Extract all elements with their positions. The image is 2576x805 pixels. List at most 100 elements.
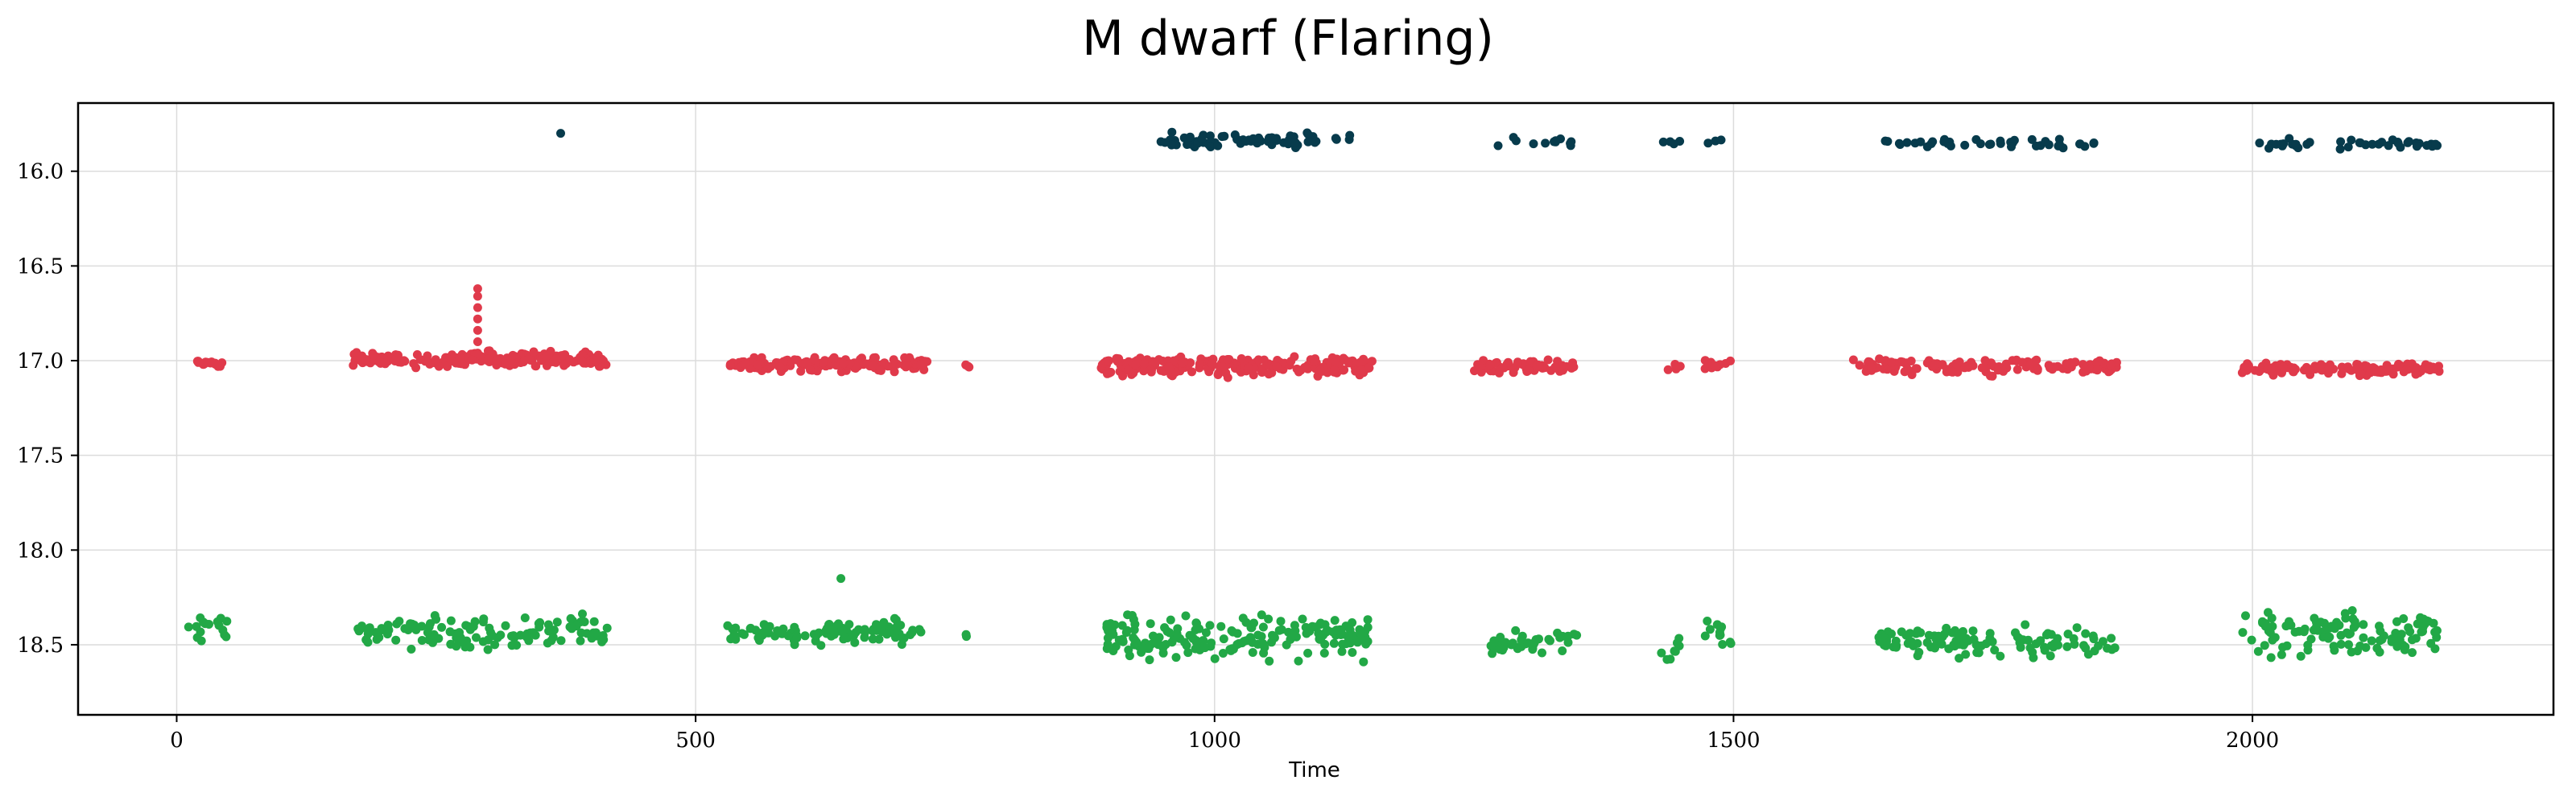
data-point — [1975, 139, 1985, 149]
data-point — [2063, 630, 2073, 639]
data-point — [501, 621, 510, 630]
data-point — [1112, 355, 1121, 365]
data-point — [2247, 635, 2256, 645]
data-point — [2422, 141, 2432, 151]
data-point — [1265, 656, 1274, 666]
data-point — [1234, 639, 1244, 648]
data-point — [792, 634, 802, 642]
data-point — [2285, 134, 2294, 143]
data-point — [1166, 615, 1175, 625]
data-point — [890, 630, 899, 639]
data-point — [2033, 365, 2042, 374]
y-tick-label: 18.5 — [17, 634, 64, 658]
data-point — [1511, 625, 1521, 635]
data-point — [1330, 365, 1340, 374]
data-point — [2072, 623, 2082, 633]
data-point — [2309, 625, 2318, 635]
data-point — [2423, 617, 2433, 626]
data-point — [2324, 362, 2334, 372]
data-point — [361, 635, 371, 645]
flare-point — [473, 349, 482, 358]
data-point — [1969, 634, 1979, 644]
data-point — [1294, 656, 1303, 666]
data-point — [2368, 139, 2377, 149]
data-point — [484, 354, 493, 364]
data-point — [1892, 641, 1901, 650]
data-point — [535, 617, 545, 627]
data-point — [1716, 135, 1726, 145]
data-point — [1355, 358, 1364, 368]
data-point — [407, 644, 416, 654]
y-tick-label: 16.5 — [17, 254, 64, 279]
data-point — [1301, 622, 1311, 632]
data-point — [1558, 646, 1567, 655]
data-point — [2255, 138, 2264, 148]
data-point — [854, 625, 864, 634]
data-point — [1569, 362, 1579, 372]
data-point — [1139, 366, 1149, 376]
data-point — [456, 354, 466, 364]
flare-point — [473, 314, 482, 324]
data-point — [2046, 651, 2055, 661]
data-point — [1191, 636, 1201, 646]
data-point — [591, 628, 601, 638]
data-point — [602, 623, 612, 633]
data-point — [1980, 356, 1990, 365]
flare-point — [473, 325, 482, 335]
data-point — [567, 624, 576, 634]
data-point — [2359, 633, 2368, 642]
data-point — [2264, 608, 2273, 617]
data-point — [2347, 606, 2357, 615]
data-point — [2241, 611, 2250, 621]
data-point — [883, 361, 893, 371]
data-point — [845, 359, 855, 369]
data-point — [1916, 628, 1926, 638]
data-point — [1290, 626, 1300, 636]
data-point — [1663, 365, 1673, 374]
data-point — [1273, 356, 1282, 365]
data-point — [551, 354, 561, 364]
data-point — [1259, 355, 1269, 365]
data-point — [2430, 644, 2440, 654]
data-point — [723, 621, 733, 630]
data-point — [1244, 363, 1253, 373]
data-point — [1183, 648, 1193, 658]
data-point — [1528, 645, 1538, 654]
data-point — [1201, 628, 1211, 638]
data-point — [2418, 622, 2428, 632]
flare-point — [473, 303, 482, 312]
data-point — [1121, 628, 1131, 638]
data-point — [1502, 360, 1512, 369]
data-point — [2400, 645, 2409, 654]
flare-point — [473, 337, 482, 346]
data-point — [434, 634, 444, 643]
data-point — [508, 350, 518, 360]
data-point — [1348, 648, 1357, 657]
data-point — [1129, 633, 1138, 642]
data-point — [775, 362, 785, 372]
data-point — [2267, 364, 2276, 373]
data-point — [184, 622, 193, 632]
data-point — [492, 355, 502, 365]
y-tick-label: 18.0 — [17, 539, 64, 563]
data-point — [467, 355, 477, 365]
data-point — [445, 627, 455, 637]
data-point — [2277, 650, 2286, 659]
data-point — [1277, 625, 1286, 634]
data-point — [1916, 137, 1926, 147]
data-point — [1513, 359, 1522, 369]
data-point — [1160, 623, 1170, 633]
data-point — [1534, 634, 1543, 644]
data-point — [2296, 651, 2306, 661]
data-point — [2349, 622, 2359, 632]
data-point — [2393, 138, 2403, 148]
data-point — [2244, 363, 2254, 373]
data-point — [431, 355, 440, 365]
x-tick-label: 1000 — [1188, 729, 1241, 753]
data-point — [2291, 139, 2301, 149]
data-point — [1974, 648, 1984, 658]
data-point — [1276, 617, 1286, 626]
data-point — [1331, 625, 1341, 635]
data-point — [1310, 356, 1319, 365]
data-point — [1550, 362, 1560, 372]
